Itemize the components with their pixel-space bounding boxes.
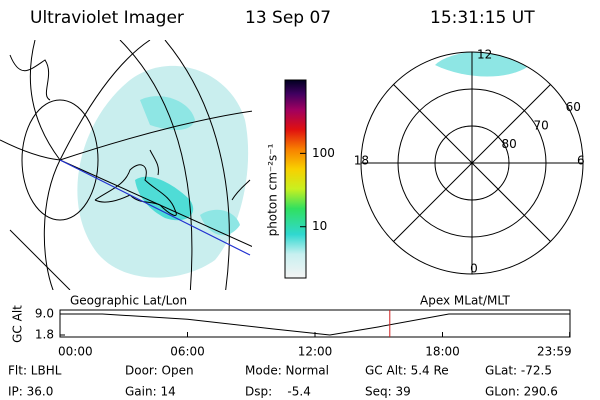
- mlt-label: 6: [577, 154, 585, 168]
- parallel: [119, 40, 193, 290]
- x-tick-label: 00:00: [58, 345, 93, 359]
- colorbar-tick-label: 100: [312, 146, 335, 160]
- lat-ring-label: 60: [566, 100, 581, 114]
- y-tick-label: 9.0: [35, 307, 54, 321]
- altitude-line: [60, 313, 570, 336]
- meridian: [43, 159, 61, 290]
- mlt-label: 0: [470, 262, 478, 276]
- lat-ring: [434, 125, 510, 201]
- info-field: IP: 36.0: [8, 385, 53, 399]
- colorbar-label: photon cm⁻²s⁻¹: [266, 143, 280, 236]
- x-tick-label: 23:59: [537, 345, 572, 359]
- polar-plot: [360, 51, 584, 275]
- info-field: Flt: LBHL: [8, 364, 62, 378]
- x-tick-label: 06:00: [170, 345, 205, 359]
- meridian: [0, 139, 61, 161]
- parallel: [164, 40, 230, 290]
- grid-ellipse: [21, 99, 99, 221]
- altitude-plot: [59, 309, 571, 338]
- info-field: Dsp: -5.4: [245, 385, 311, 399]
- info-field: Gain: 14: [125, 385, 176, 399]
- aurora-patch: [140, 96, 195, 130]
- date: 13 Sep 07: [245, 8, 331, 28]
- aurora-patch: [200, 209, 240, 236]
- map: [0, 40, 252, 290]
- coastline: [9, 229, 71, 290]
- lat-ring-label: 80: [502, 137, 517, 151]
- coastline: [9, 54, 51, 101]
- meridian: [29, 40, 61, 161]
- info-panel: Flt: LBHL Door: Open Mode: Normal GC Alt: 5…: [8, 364, 558, 399]
- y-axis-label: GC Alt: [11, 305, 25, 343]
- info-field: Mode: Normal: [245, 364, 329, 378]
- info-field: Seq: 39: [365, 385, 411, 399]
- info-field: GLon: 290.6: [485, 385, 558, 399]
- mlt-label: 18: [354, 154, 369, 168]
- y-tick-label: 1.8: [35, 328, 54, 342]
- x-tick-label: 12:00: [298, 345, 333, 359]
- aurora-bright: [135, 176, 194, 221]
- colorbar-ticks: 10 100: [300, 146, 335, 233]
- time: 15:31:15 UT: [430, 8, 535, 28]
- terminator-line: [59, 159, 251, 256]
- lat-ring-label: 70: [534, 119, 549, 133]
- right-label: Apex MLat/MLT: [420, 294, 510, 308]
- info-field: Door: Open: [125, 364, 194, 378]
- title: Ultraviolet Imager: [30, 8, 184, 28]
- lat-ring: [397, 88, 547, 238]
- info-field: GLat: -72.5: [485, 364, 552, 378]
- x-tick-label: 18:00: [425, 345, 460, 359]
- coastline: [149, 149, 159, 176]
- colorbar: [284, 79, 307, 279]
- mlt-label: 12: [477, 48, 492, 62]
- coastline: [231, 179, 251, 201]
- info-field: GC Alt: 5.4 Re: [365, 364, 449, 378]
- meridian: [59, 110, 252, 161]
- colorbar-tick-label: 10: [312, 219, 327, 233]
- lat-ring: [360, 51, 584, 275]
- meridian: [59, 40, 151, 161]
- left-label: Geographic Lat/Lon: [70, 294, 187, 308]
